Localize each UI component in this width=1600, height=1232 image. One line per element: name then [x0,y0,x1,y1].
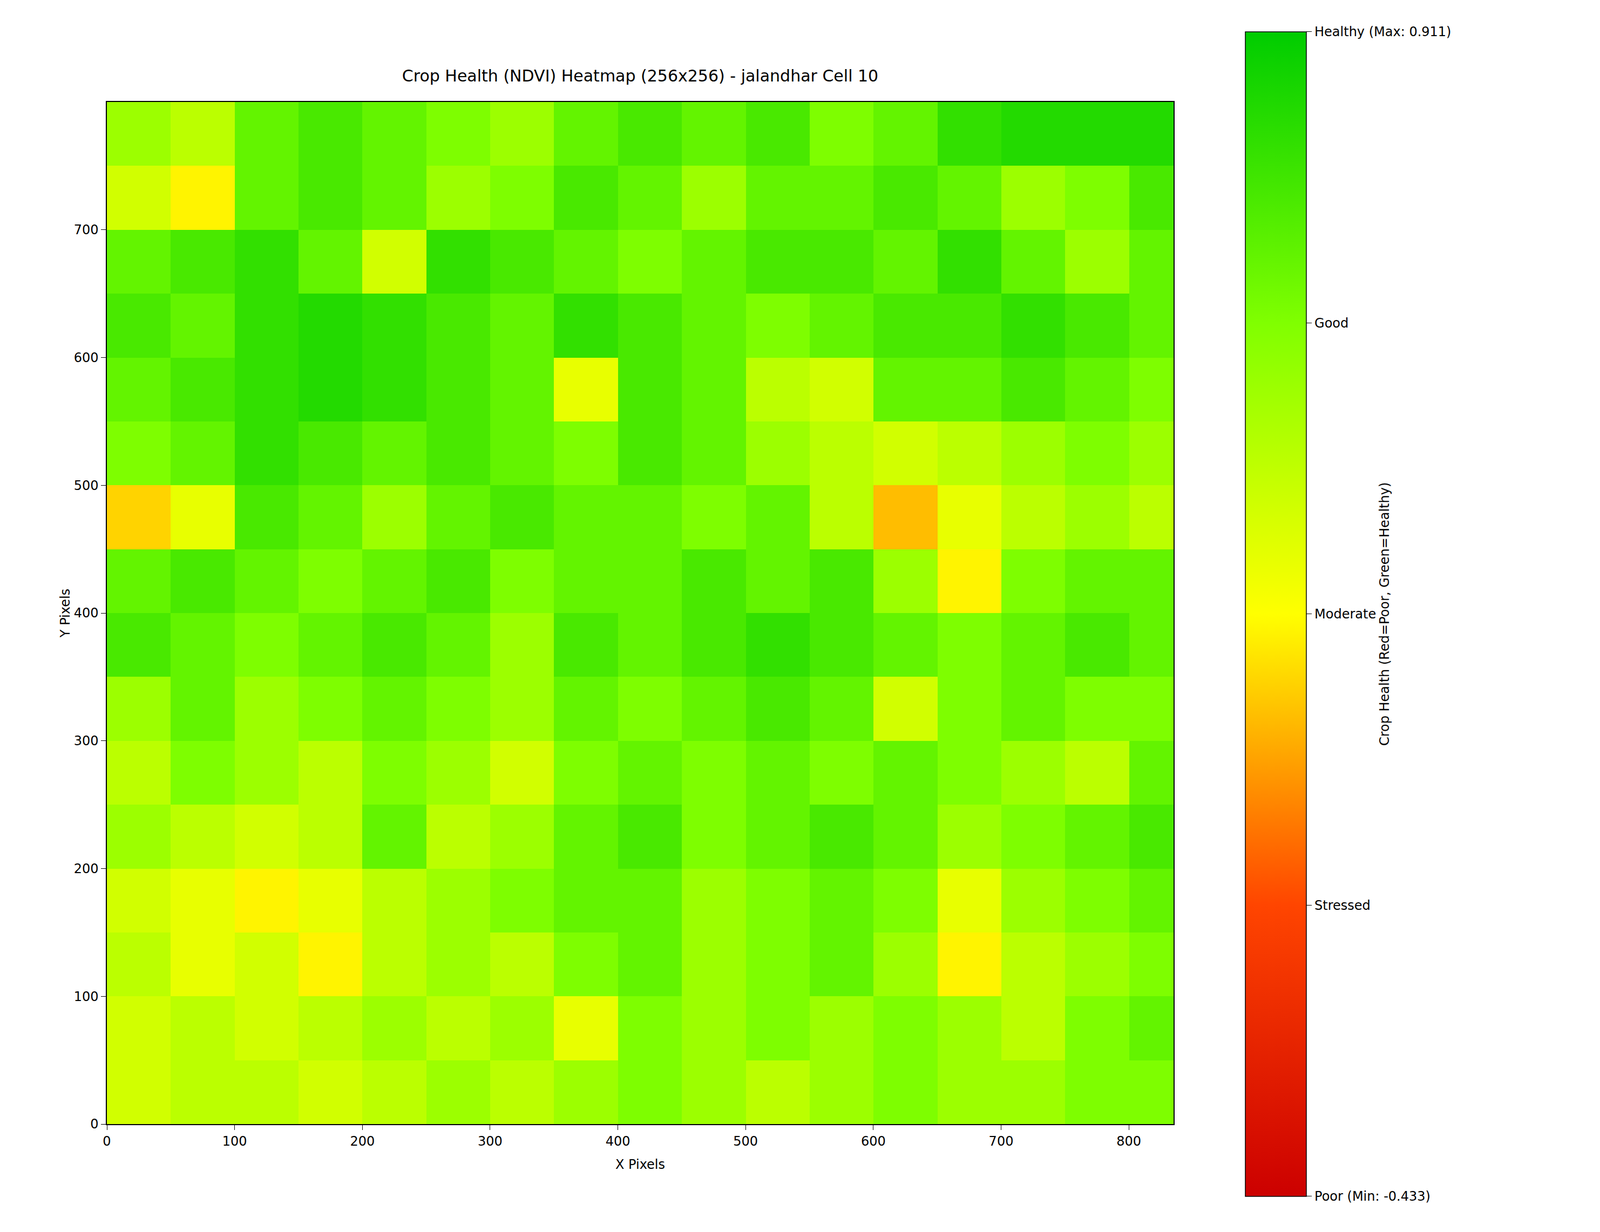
svg-text:Y Pixels: Y Pixels [57,588,73,639]
svg-text:200: 200 [73,861,99,877]
svg-text:600: 600 [73,350,99,366]
svg-text:700: 700 [988,1134,1014,1150]
svg-text:0: 0 [102,1134,111,1150]
svg-text:100: 100 [73,989,99,1005]
svg-text:600: 600 [860,1134,886,1150]
svg-text:200: 200 [349,1134,375,1150]
svg-text:0: 0 [90,1116,99,1132]
svg-text:X Pixels: X Pixels [615,1157,666,1173]
svg-text:400: 400 [73,605,99,621]
svg-text:Poor (Min: -0.433): Poor (Min: -0.433) [1314,1189,1431,1205]
svg-text:Good: Good [1314,315,1349,331]
svg-text:300: 300 [477,1134,503,1150]
svg-text:Stressed: Stressed [1314,898,1371,914]
svg-text:Healthy (Max: 0.911): Healthy (Max: 0.911) [1314,24,1452,40]
svg-text:Crop Health (NDVI) Heatmap (25: Crop Health (NDVI) Heatmap (256x256) - j… [402,66,879,86]
svg-text:500: 500 [733,1134,758,1150]
svg-text:Moderate: Moderate [1314,606,1376,622]
svg-text:300: 300 [73,733,99,749]
svg-text:400: 400 [605,1134,631,1150]
svg-text:100: 100 [222,1134,248,1150]
svg-text:800: 800 [1116,1134,1142,1150]
svg-text:Crop Health (Red=Poor, Green=H: Crop Health (Red=Poor, Green=Healthy) [1377,482,1393,747]
svg-text:700: 700 [73,222,99,238]
svg-text:500: 500 [73,478,99,494]
